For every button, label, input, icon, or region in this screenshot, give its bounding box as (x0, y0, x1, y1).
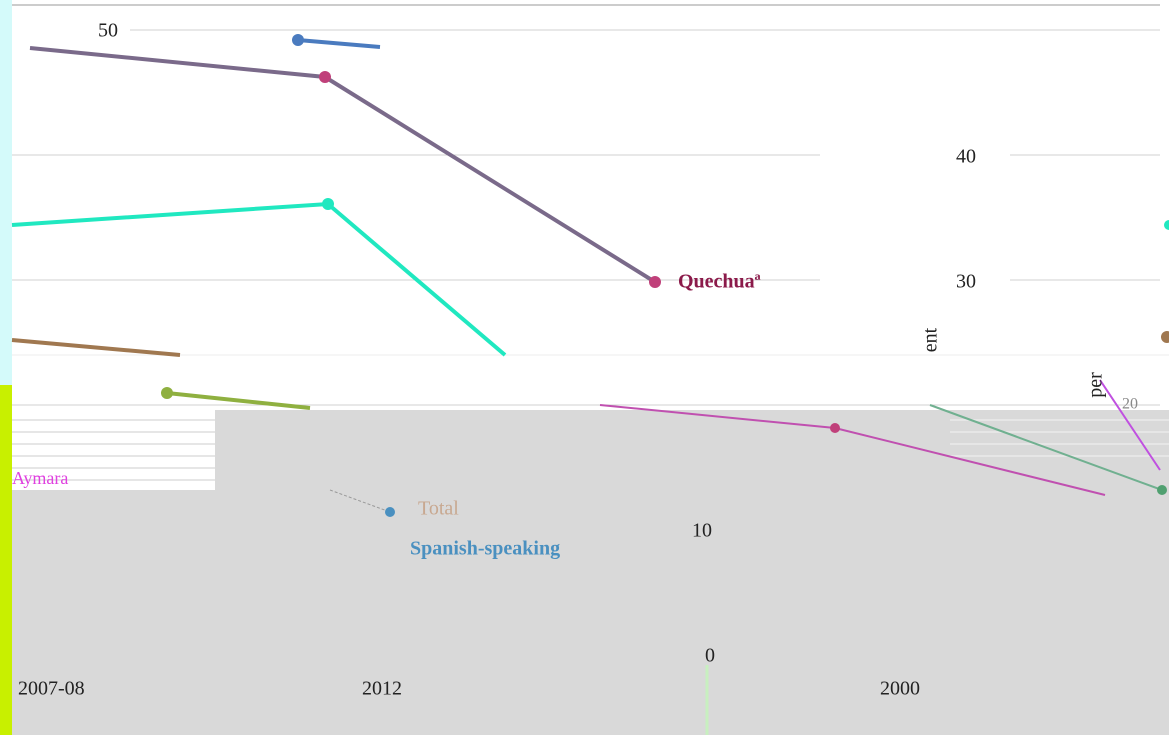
left-strip (0, 0, 12, 385)
axis-label: 40 (956, 146, 976, 168)
axis-label: 0 (705, 645, 715, 667)
marker (830, 423, 840, 433)
marker (1157, 485, 1167, 495)
series-label: Aymara (12, 468, 68, 488)
x-label: 2012 (362, 678, 402, 700)
marker (649, 276, 661, 288)
series-label: Quechuaª (678, 271, 761, 293)
glitch-stripes (12, 419, 1169, 481)
markers (161, 34, 1169, 517)
axis-title: 20 (1122, 396, 1138, 413)
grey-area (12, 490, 1169, 735)
marker (322, 198, 334, 210)
marker (1161, 331, 1169, 343)
line (297, 38, 381, 49)
marker (319, 71, 331, 83)
marker (292, 34, 304, 46)
line (329, 489, 391, 513)
line (11, 338, 181, 357)
marker (1164, 220, 1169, 230)
left-strip (0, 385, 12, 735)
x-label: 2000 (880, 678, 920, 700)
marker (385, 507, 395, 517)
line (1099, 379, 1161, 471)
x-label: 2007-08 (18, 678, 85, 700)
axis-label: 30 (956, 271, 976, 293)
series-label: Spanish-speaking (410, 538, 560, 560)
axis-label: 10 (692, 520, 712, 542)
series-label: Total (418, 498, 459, 520)
axis-label: 50 (98, 20, 118, 42)
line (166, 391, 311, 410)
axis-title: per (1085, 372, 1107, 398)
line (929, 404, 1163, 491)
marker (161, 387, 173, 399)
axis-title: ent (920, 327, 942, 352)
